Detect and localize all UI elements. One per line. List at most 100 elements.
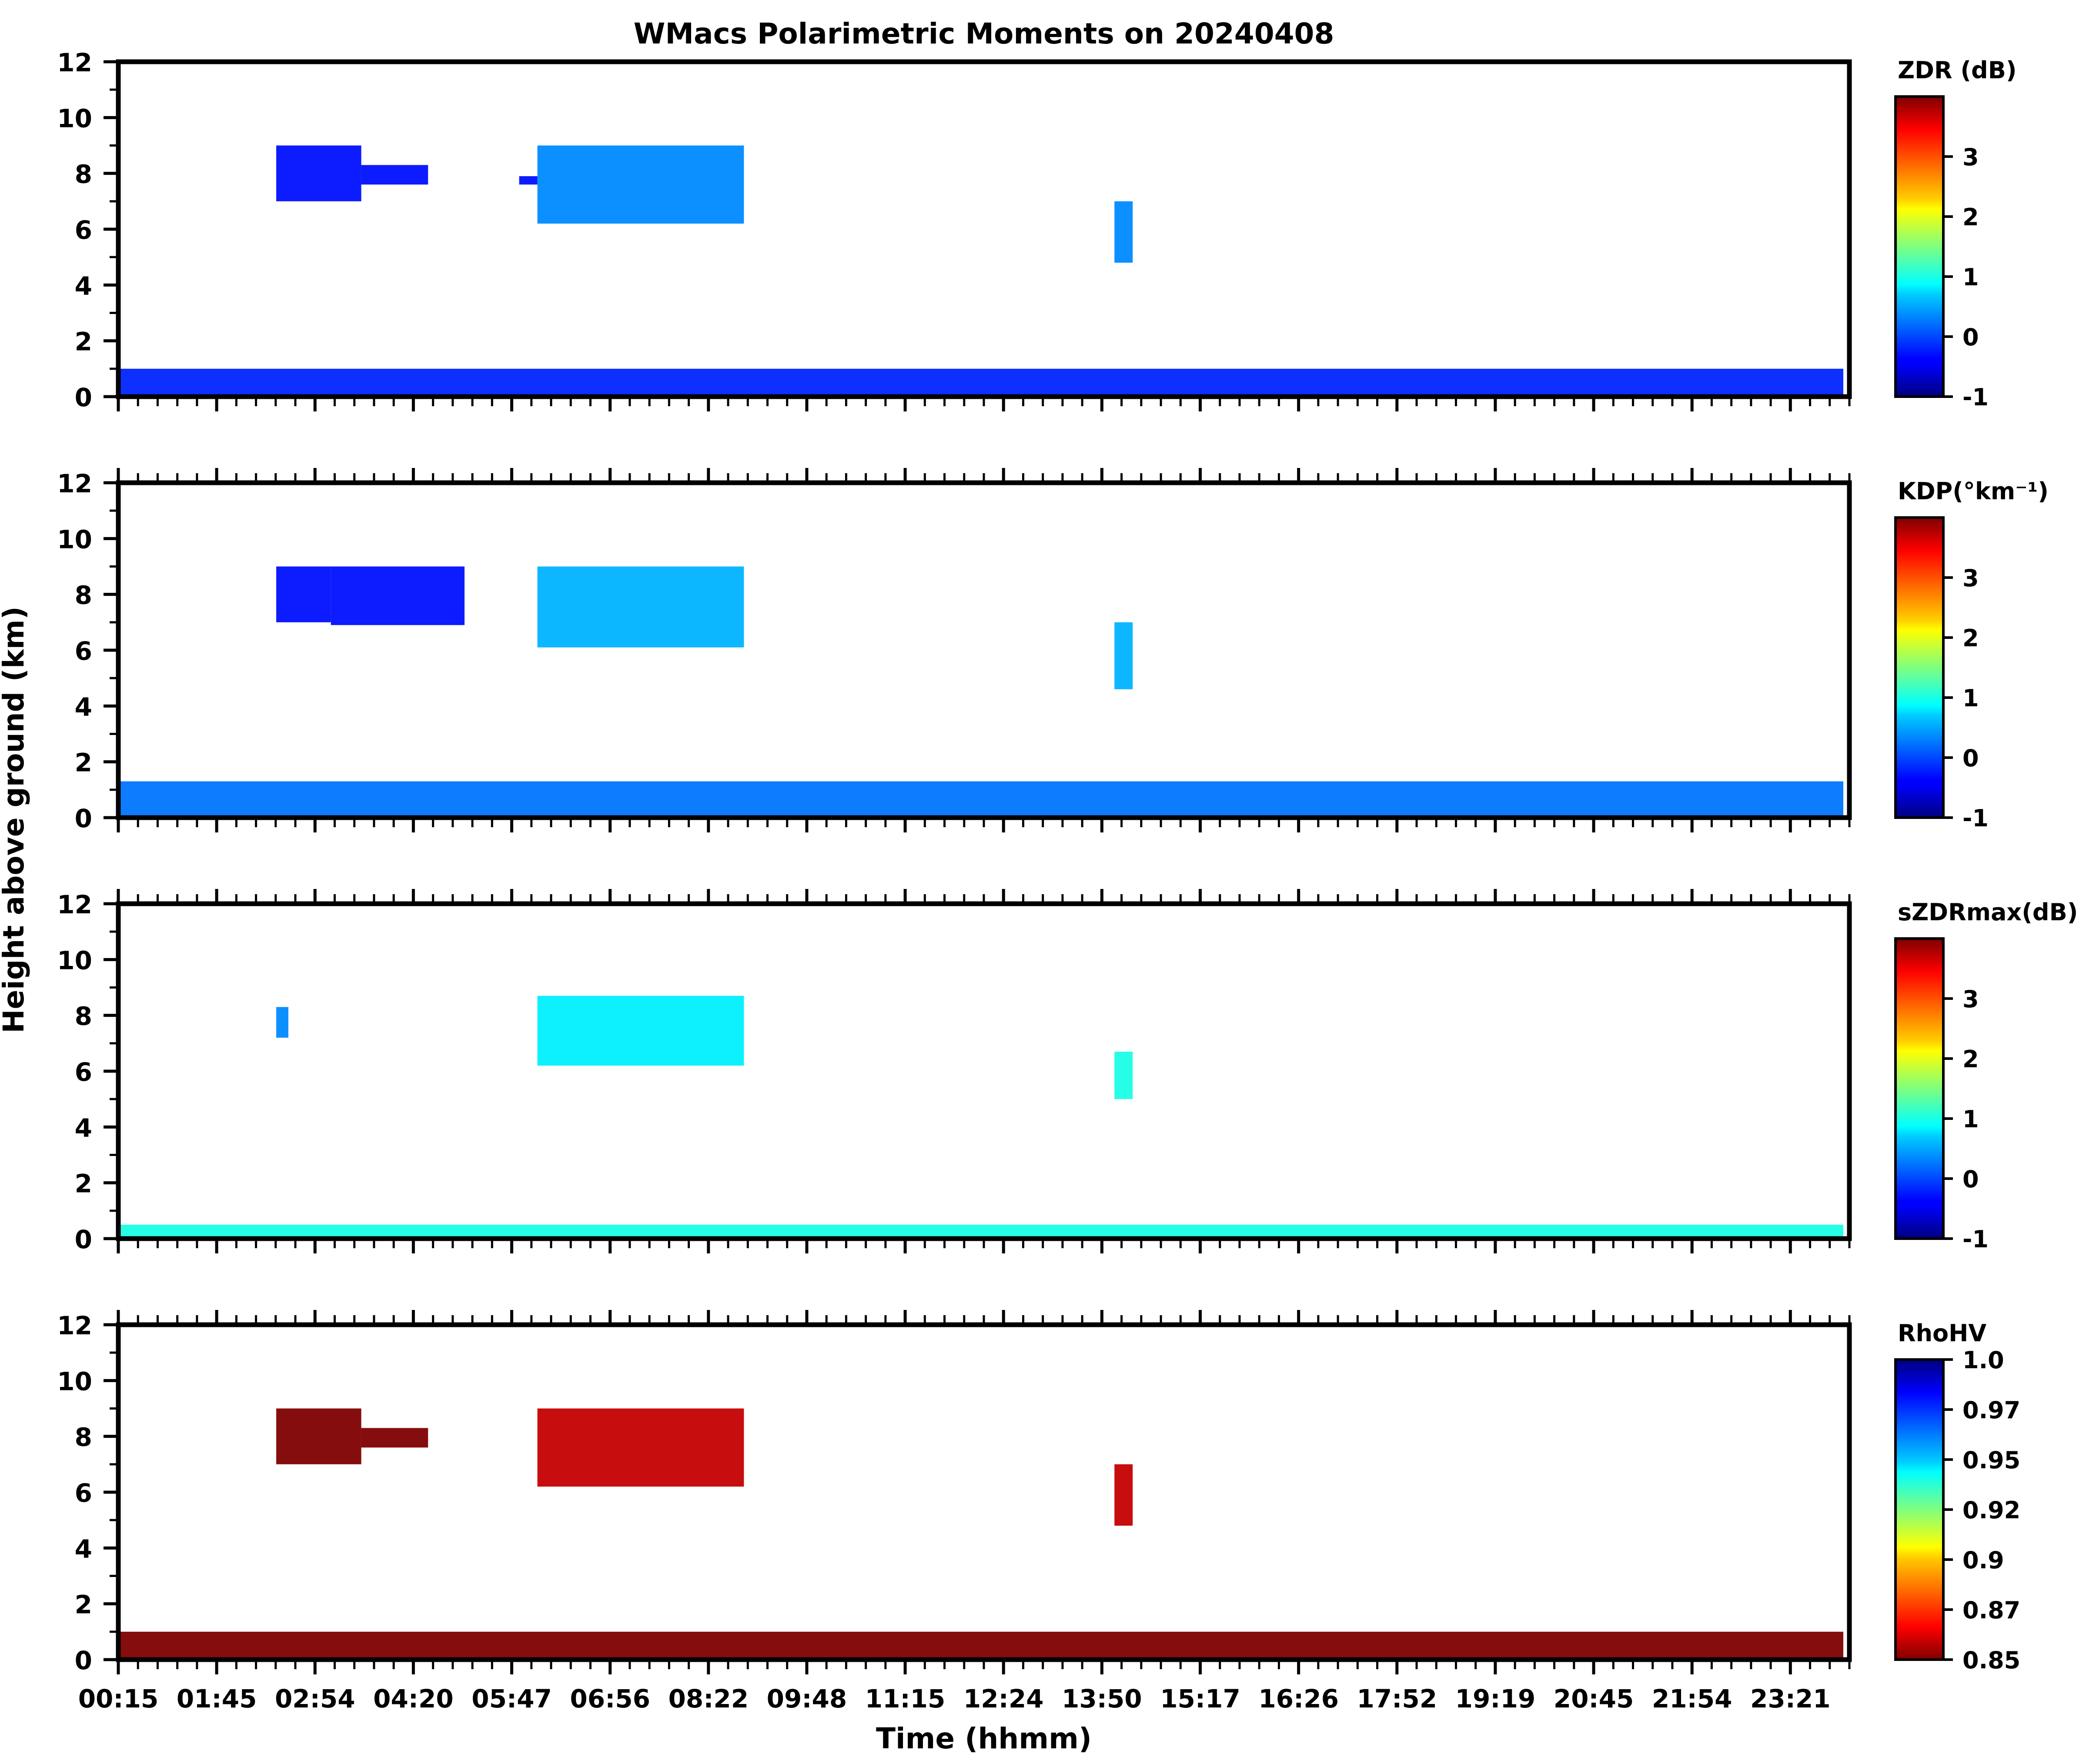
colorbar-tick-label: 0.85 [1962, 1647, 2020, 1674]
y-tick-label: 2 [75, 327, 92, 357]
colorbar [1894, 95, 1945, 398]
y-tick-label: 10 [57, 104, 92, 133]
x-tick-label: 05:47 [471, 1684, 552, 1714]
colorbar-tick-label: -1 [1962, 1226, 1989, 1253]
y-tick-label: 10 [57, 525, 92, 554]
colorbar-tick-label: 0.87 [1962, 1597, 2020, 1624]
colorbar-tick-label: 1 [1962, 1106, 1979, 1133]
data-region-5 [118, 781, 1844, 818]
x-tick-label: 04:20 [373, 1684, 454, 1714]
colorbar-label: KDP(°km⁻¹) [1898, 478, 2049, 505]
data-region-2 [361, 1428, 428, 1448]
y-tick-label: 2 [75, 1169, 92, 1199]
panel-rhohv: 0 2 4 6 8 10 12 00:15 01:45 02:54 04:20 05:47 06:56 0… [57, 1310, 2020, 1714]
figure-title: WMacs Polarimetric Moments on 20240408 [634, 17, 1334, 50]
data-region-3 [1114, 1052, 1133, 1099]
data-region-3 [537, 1408, 744, 1487]
y-tick-label: 0 [75, 1225, 92, 1254]
colorbar-tick-label: 1 [1962, 685, 1979, 712]
data-region-4 [537, 145, 744, 224]
plot-frame [116, 1322, 1852, 1662]
y-tick-label: 12 [57, 890, 92, 919]
y-tick-label: 12 [57, 469, 92, 498]
x-tick-label: 08:22 [669, 1684, 749, 1714]
colorbar [1894, 516, 1945, 819]
y-tick-label: 4 [75, 1534, 92, 1564]
y-tick-label: 2 [75, 1590, 92, 1620]
plot-frame [116, 901, 1852, 1241]
colorbar-tick-label: 3 [1962, 986, 1979, 1013]
x-tick-label: 20:45 [1554, 1684, 1634, 1714]
colorbar-tick-label: 1.0 [1962, 1346, 2004, 1374]
colorbar-tick-label: 0.92 [1962, 1497, 2020, 1524]
data-region-4 [1114, 622, 1133, 689]
y-tick-label: 4 [75, 692, 92, 722]
x-tick-label: 21:54 [1652, 1684, 1732, 1714]
colorbar-label: ZDR (dB) [1898, 57, 2017, 84]
y-tick-label: 6 [75, 215, 92, 245]
y-tick-label: 0 [75, 804, 92, 833]
y-tick-label: 4 [75, 1113, 92, 1143]
y-tick-label: 0 [75, 383, 92, 412]
y-tick-label: 8 [75, 581, 92, 610]
data-region-5 [1114, 201, 1133, 263]
y-tick-label: 2 [75, 748, 92, 778]
colorbar-tick-label: 0 [1962, 745, 1979, 772]
x-axis-label: Time (hhmm) [876, 1722, 1092, 1755]
colorbar-tick-label: 2 [1962, 204, 1979, 231]
colorbar-tick-label: 1 [1962, 264, 1979, 291]
y-tick-label: 10 [57, 945, 92, 975]
y-tick-label: 8 [75, 1002, 92, 1031]
data-region-1 [276, 145, 361, 201]
data-region-6 [118, 368, 1844, 397]
data-region-5 [118, 1631, 1844, 1660]
x-tick-label: 02:54 [275, 1684, 355, 1714]
colorbar-tick-label: -1 [1962, 384, 1989, 411]
colorbar-tick-label: 2 [1962, 1046, 1979, 1073]
x-tick-label: 16:26 [1258, 1684, 1339, 1714]
x-tick-label: 15:17 [1160, 1684, 1240, 1714]
data-region-2 [537, 996, 744, 1066]
x-tick-label: 11:15 [865, 1684, 946, 1714]
x-tick-label: 06:56 [570, 1684, 650, 1714]
data-region-3 [537, 566, 744, 648]
data-region-1 [276, 1408, 361, 1464]
y-tick-label: 8 [75, 160, 92, 189]
colorbar-tick-label: -1 [1962, 805, 1989, 832]
y-tick-label: 6 [75, 1478, 92, 1508]
data-region-2 [361, 165, 428, 185]
x-tick-label: 19:19 [1455, 1684, 1536, 1714]
y-tick-label: 10 [57, 1366, 92, 1396]
y-tick-label: 12 [57, 1311, 92, 1340]
y-tick-label: 8 [75, 1423, 92, 1452]
colorbar-tick-label: 2 [1962, 625, 1979, 652]
data-region-3 [519, 176, 538, 185]
colorbar-tick-label: 0.9 [1962, 1547, 2004, 1574]
colorbar-tick-label: 3 [1962, 565, 1979, 592]
colorbar-tick-label: 3 [1962, 144, 1979, 171]
y-tick-label: 12 [57, 48, 92, 77]
x-tick-label: 09:48 [767, 1684, 847, 1714]
x-tick-label: 23:21 [1750, 1684, 1831, 1714]
plot-frame [116, 480, 1852, 820]
y-axis-label: Height above ground (km) [0, 606, 30, 1033]
x-tick-label: 17:52 [1357, 1684, 1437, 1714]
x-tick-label: 12:24 [963, 1684, 1044, 1714]
data-region-2 [331, 566, 465, 625]
colorbar-tick-label: 0 [1962, 324, 1979, 351]
x-tick-label: 13:50 [1062, 1684, 1142, 1714]
colorbar [1894, 937, 1945, 1240]
x-tick-label: 01:45 [177, 1684, 257, 1714]
colorbar-label: sZDRmax(dB) [1898, 899, 2078, 926]
y-tick-label: 6 [75, 636, 92, 666]
data-region-1 [276, 566, 331, 622]
data-region-1 [276, 1007, 289, 1038]
colorbar-tick-label: 0.97 [1962, 1396, 2020, 1424]
x-tick-label: 00:15 [78, 1684, 159, 1714]
colorbar-tick-label: 0.95 [1962, 1447, 2020, 1474]
